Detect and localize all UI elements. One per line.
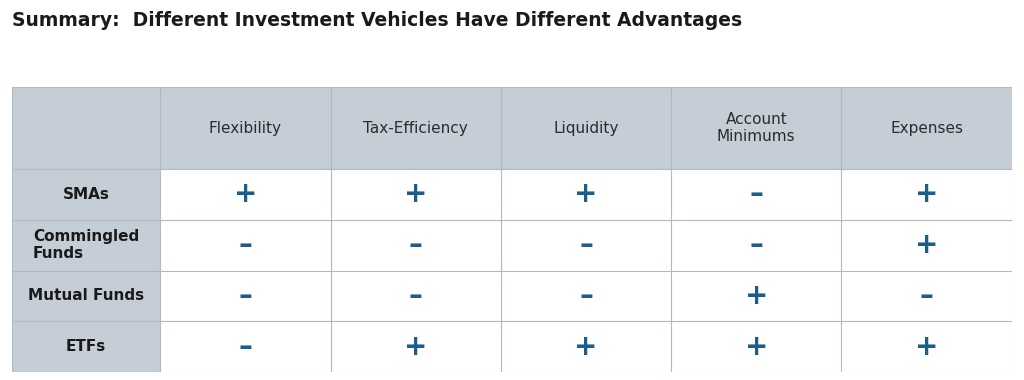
Text: +: + <box>574 180 598 208</box>
Bar <box>12 321 160 372</box>
Text: ETFs: ETFs <box>67 339 106 355</box>
Text: +: + <box>574 333 598 361</box>
Text: +: + <box>914 180 938 208</box>
Bar <box>12 220 160 271</box>
Text: –: – <box>409 282 423 310</box>
Text: SMAs: SMAs <box>62 187 110 202</box>
Text: +: + <box>233 180 257 208</box>
Bar <box>331 220 501 271</box>
Bar <box>12 169 160 220</box>
Bar <box>842 271 1012 321</box>
Text: –: – <box>409 231 423 259</box>
Bar <box>671 220 842 271</box>
Bar <box>671 271 842 321</box>
Text: –: – <box>750 231 763 259</box>
Bar <box>842 220 1012 271</box>
Text: Expenses: Expenses <box>890 120 963 136</box>
Bar <box>501 220 671 271</box>
Text: –: – <box>920 282 934 310</box>
Bar <box>12 87 1012 169</box>
Text: –: – <box>579 282 593 310</box>
Bar <box>331 321 501 372</box>
Bar <box>160 271 331 321</box>
Text: +: + <box>914 333 938 361</box>
Text: +: + <box>404 333 427 361</box>
Bar <box>842 321 1012 372</box>
Bar <box>842 169 1012 220</box>
Bar <box>671 321 842 372</box>
Text: +: + <box>404 180 427 208</box>
Text: Tax-Efficiency: Tax-Efficiency <box>364 120 468 136</box>
Text: Account
Minimums: Account Minimums <box>717 112 796 144</box>
Text: Mutual Funds: Mutual Funds <box>29 288 144 304</box>
Text: Liquidity: Liquidity <box>553 120 618 136</box>
Bar <box>160 220 331 271</box>
Bar <box>501 271 671 321</box>
Bar <box>501 169 671 220</box>
Bar <box>12 271 160 321</box>
Text: +: + <box>914 231 938 259</box>
Text: –: – <box>750 180 763 208</box>
Text: –: – <box>579 231 593 259</box>
Bar <box>331 169 501 220</box>
Bar <box>671 169 842 220</box>
Bar <box>160 169 331 220</box>
Text: Summary:  Different Investment Vehicles Have Different Advantages: Summary: Different Investment Vehicles H… <box>12 11 742 30</box>
Text: +: + <box>744 282 768 310</box>
Text: –: – <box>239 231 252 259</box>
Bar <box>160 321 331 372</box>
Text: Commingled
Funds: Commingled Funds <box>33 229 139 261</box>
Bar <box>501 321 671 372</box>
Text: –: – <box>239 333 252 361</box>
Text: +: + <box>744 333 768 361</box>
Text: Flexibility: Flexibility <box>209 120 282 136</box>
Text: –: – <box>239 282 252 310</box>
Bar <box>331 271 501 321</box>
